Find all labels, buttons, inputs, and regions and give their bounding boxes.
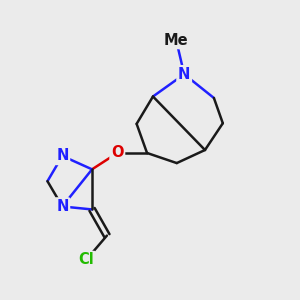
Text: Me: Me — [164, 32, 188, 47]
Text: O: O — [111, 146, 124, 160]
Text: N: N — [178, 67, 190, 82]
Text: Cl: Cl — [78, 253, 94, 268]
Text: N: N — [56, 199, 68, 214]
Text: N: N — [56, 148, 68, 164]
